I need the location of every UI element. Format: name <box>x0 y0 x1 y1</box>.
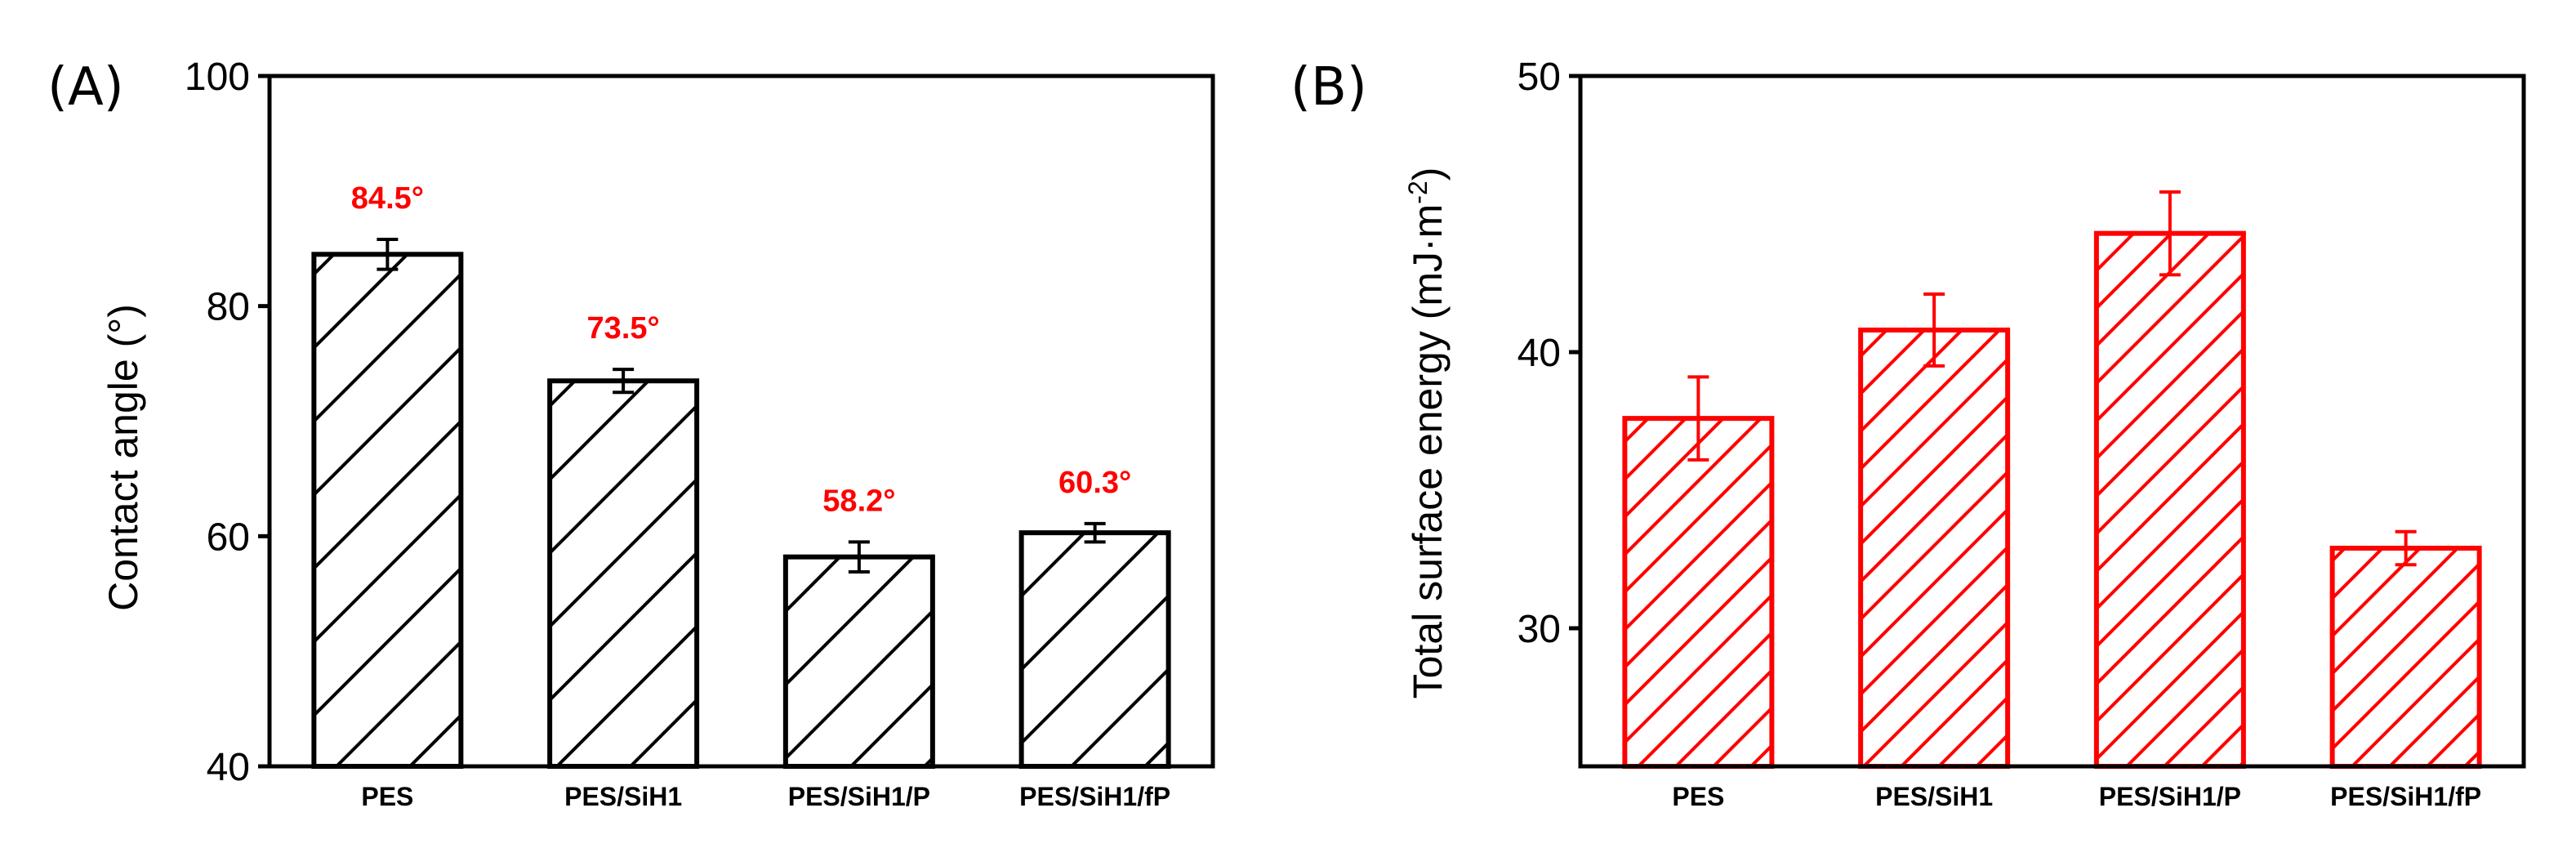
bar <box>782 554 935 770</box>
panel-b-label: (B) <box>1290 57 1367 118</box>
category-label: PES/SiH1 <box>1875 782 1993 811</box>
chart-a-y-axis-title: Contact angle (°) <box>100 304 146 611</box>
y-tick-label: 40 <box>1518 332 1561 375</box>
bar <box>1622 416 1775 769</box>
data-label: 84.5° <box>351 181 424 216</box>
chart-b-y-axis-title-sup: -2 <box>1403 181 1433 203</box>
chart-a-plot-frame <box>267 74 1215 769</box>
y-tick-label: 80 <box>207 286 250 329</box>
chart-b-plot-frame <box>1578 74 2526 769</box>
chart-a-bars <box>311 237 1171 770</box>
chart-a-data-labels: 84.5° 73.5° 58.2° 60.3° <box>351 181 1131 518</box>
category-label: PES/SiH1/fP <box>2330 782 2481 811</box>
data-label: 60.3° <box>1058 466 1131 500</box>
bar <box>1858 327 2011 769</box>
data-label: 58.2° <box>822 484 895 518</box>
category-label: PES/SiH1 <box>564 782 682 811</box>
y-tick-label: 60 <box>207 516 250 559</box>
bar <box>1018 530 1171 769</box>
chart-a-category-labels: PES PES/SiH1 PES/SiH1/P PES/SiH1/fP <box>361 782 1170 811</box>
chart-b-category-labels: PES PES/SiH1 PES/SiH1/P PES/SiH1/fP <box>1672 782 2481 811</box>
bar <box>547 378 700 769</box>
y-tick-label: 50 <box>1518 56 1561 99</box>
bar <box>311 252 464 769</box>
chart-b-y-axis-title-end: ) <box>1405 167 1451 181</box>
category-label: PES <box>361 782 413 811</box>
y-tick-label: 100 <box>185 56 250 99</box>
category-label: PES/SiH1/P <box>2099 782 2241 811</box>
chart-b-y-ticks: 30 40 50 <box>1518 56 1580 651</box>
panel-a-label: (A) <box>47 57 124 118</box>
data-label: 73.5° <box>587 311 660 346</box>
category-label: PES <box>1672 782 1724 811</box>
chart-a-y-ticks: 40 60 80 100 <box>185 56 270 789</box>
chart-b-bars <box>1622 190 2482 770</box>
category-label: PES/SiH1/P <box>788 782 930 811</box>
y-tick-label: 30 <box>1518 608 1561 651</box>
chart-b: (B) Total surface energy (mJ·m-2) 30 40 50… <box>1290 56 2526 811</box>
chart-b-y-axis-title: Total surface energy (mJ·m-2) <box>1403 167 1451 699</box>
chart-a: (A) Contact angle (°) 40 60 80 100 PES PES/S… <box>47 56 1215 811</box>
chart-b-y-axis-title-main: Total surface energy (mJ·m <box>1405 204 1451 699</box>
bar <box>2329 545 2482 769</box>
category-label: PES/SiH1/fP <box>1019 782 1170 811</box>
y-tick-label: 40 <box>207 746 250 789</box>
bar <box>2093 230 2246 770</box>
